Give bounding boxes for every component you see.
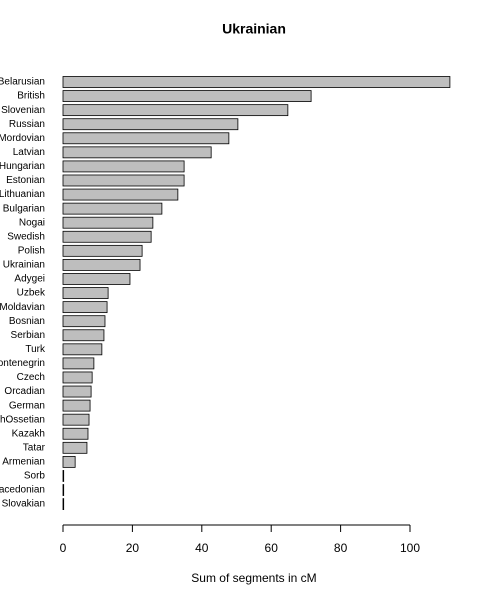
- y-tick-label: Bulgarian: [3, 203, 45, 214]
- y-tick-label: Nogai: [19, 217, 45, 228]
- x-tick-label: 100: [400, 541, 420, 555]
- bar: [62, 371, 93, 384]
- bar: [62, 216, 154, 229]
- bar: [62, 498, 65, 511]
- y-tick-label: Slovakian: [2, 499, 45, 510]
- x-tick-label: 40: [195, 541, 209, 555]
- y-tick-label: Tatar: [23, 442, 46, 453]
- y-tick-label: Slovenian: [1, 105, 45, 116]
- bar: [62, 160, 185, 173]
- y-tick-label: German: [9, 400, 45, 411]
- bar: [62, 455, 76, 468]
- bar: [62, 244, 143, 257]
- y-tick-label: Lithuanian: [0, 189, 45, 200]
- y-tick-label: Turk: [25, 344, 46, 355]
- bar: [62, 202, 163, 215]
- y-tick-label: British: [17, 91, 45, 102]
- y-tick-label: Bosnian: [9, 316, 45, 327]
- y-tick-label: Hungarian: [0, 161, 45, 172]
- bar: [62, 301, 108, 314]
- bar: [62, 287, 109, 299]
- bar: [62, 484, 65, 496]
- bar: [62, 132, 230, 145]
- bar: [62, 188, 179, 201]
- y-tick-label: Armenian: [2, 457, 45, 468]
- bar: [62, 399, 91, 412]
- bar: [62, 104, 289, 117]
- bar: [62, 385, 92, 398]
- x-tick-label: 20: [126, 541, 140, 555]
- bar: [62, 413, 90, 426]
- y-tick-label: Adygei: [14, 274, 45, 285]
- y-tick-label: Estonian: [6, 175, 45, 186]
- y-tick-label: Uzbek: [17, 288, 46, 299]
- x-axis-label: Sum of segments in cM: [191, 571, 316, 585]
- bar: [62, 273, 131, 285]
- y-tick-label: Mordovian: [0, 133, 45, 144]
- bar: [62, 441, 88, 454]
- bar: [62, 146, 212, 159]
- x-tick-label: 0: [60, 541, 67, 555]
- y-tick-label: Czech: [17, 372, 45, 383]
- bar: [62, 329, 105, 342]
- bar: [62, 315, 106, 328]
- y-tick-label: Orcadian: [4, 386, 45, 397]
- chart-title: Ukrainian: [222, 21, 286, 37]
- bar: [62, 76, 451, 88]
- y-tick-label: Serbian: [11, 330, 45, 341]
- y-tick-label: Montenegrin: [0, 358, 45, 369]
- bar: [62, 90, 312, 102]
- y-tick-label: Sorb: [24, 471, 46, 482]
- bar: [62, 118, 239, 131]
- bar: [62, 174, 185, 187]
- y-tick-label: Kazakh: [12, 428, 45, 439]
- bar: [62, 230, 152, 243]
- y-tick-label: Moldavian: [0, 302, 45, 313]
- y-tick-label: Swedish: [7, 231, 45, 242]
- y-tick-label: Polish: [18, 245, 45, 256]
- bar: [62, 343, 103, 356]
- bar: [62, 427, 89, 440]
- y-tick-label: Macedonian: [0, 485, 45, 496]
- x-tick-label: 80: [334, 541, 348, 555]
- y-tick-label: Belarusian: [0, 77, 45, 88]
- y-tick-label: Latvian: [13, 147, 45, 158]
- y-tick-label: NorthOssetian: [0, 414, 45, 425]
- x-tick-label: 60: [265, 541, 279, 555]
- bar: [62, 470, 65, 482]
- bar: [62, 259, 141, 271]
- y-tick-label: Russian: [9, 119, 45, 130]
- y-tick-label: Ukrainian: [3, 260, 45, 271]
- bar: [62, 357, 95, 370]
